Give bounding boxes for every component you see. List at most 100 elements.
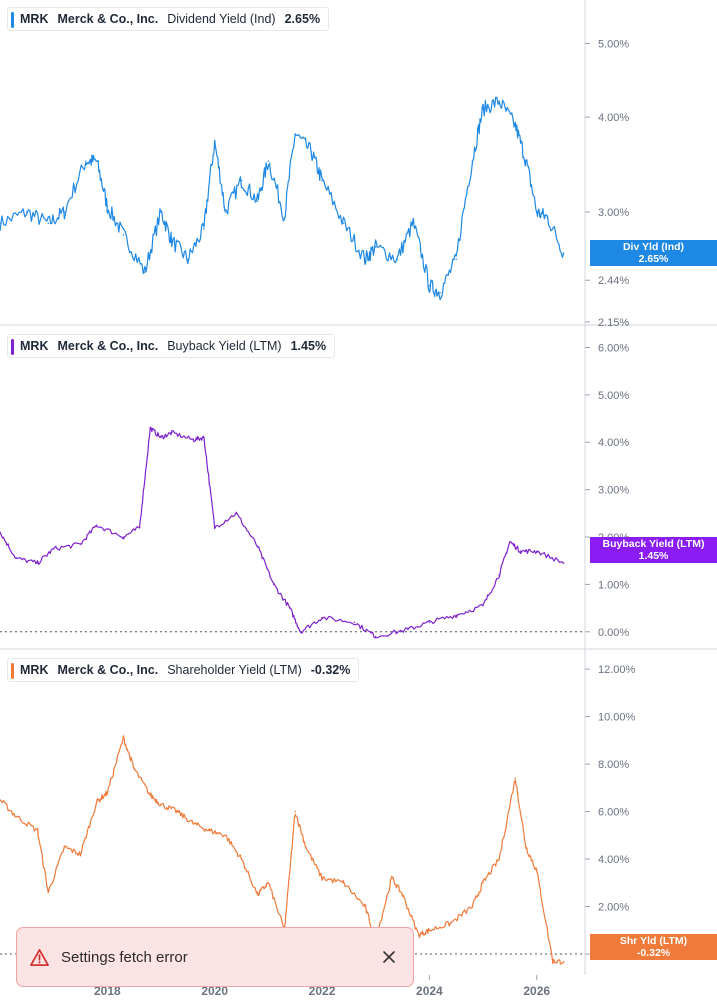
data-point xyxy=(203,436,205,439)
legend-company: Merck & Co., Inc. xyxy=(57,12,159,26)
last-value-tag-shareholder: Shr Yld (LTM) -0.32% xyxy=(590,934,717,960)
data-point xyxy=(170,239,173,242)
data-point xyxy=(498,100,500,102)
data-point xyxy=(407,628,409,631)
legend-buyback-yield[interactable]: MRK Merck & Co., Inc. Buyback Yield (LTM… xyxy=(7,334,336,358)
x-tick-label: 2020 xyxy=(201,984,228,998)
y-tick-label: 6.00% xyxy=(598,342,629,354)
data-point xyxy=(401,893,404,896)
tag-value: 1.45% xyxy=(638,550,669,562)
series-line xyxy=(0,426,564,639)
data-point xyxy=(321,616,323,619)
data-point xyxy=(546,216,549,219)
y-tick-label: 3.00% xyxy=(598,485,629,497)
data-point xyxy=(455,614,458,616)
data-point xyxy=(509,540,511,543)
data-point xyxy=(149,427,152,429)
data-point xyxy=(535,211,538,213)
data-point xyxy=(294,810,296,813)
data-point xyxy=(106,791,109,794)
data-point xyxy=(364,258,366,261)
legend-swatch xyxy=(11,339,14,355)
data-point xyxy=(535,550,538,553)
data-point xyxy=(47,891,50,894)
data-point xyxy=(417,934,420,936)
data-point xyxy=(0,222,1,225)
data-point xyxy=(498,858,500,860)
data-point xyxy=(256,893,259,896)
data-point xyxy=(187,258,189,261)
x-tick-label: 2026 xyxy=(523,984,550,998)
y-tick-label: 5.00% xyxy=(598,38,629,50)
data-point xyxy=(256,545,259,548)
y-tick-label: 0.00% xyxy=(598,627,629,639)
data-point xyxy=(15,815,17,818)
tag-value: 2.65% xyxy=(638,253,669,265)
y-tick-label: 4.00% xyxy=(598,112,629,124)
data-point xyxy=(160,436,162,439)
data-point xyxy=(122,737,125,739)
data-point xyxy=(310,151,313,153)
data-point xyxy=(85,160,87,162)
y-tick-label: 4.00% xyxy=(598,854,629,866)
toast-message: Settings fetch error xyxy=(61,948,188,966)
data-point xyxy=(267,160,270,162)
y-tick-label: 12.00% xyxy=(598,664,636,676)
data-point xyxy=(203,228,205,230)
x-tick-label: 2022 xyxy=(309,984,336,998)
data-point xyxy=(240,179,243,182)
legend-metric: Buyback Yield (LTM) xyxy=(167,339,282,353)
y-tick-label: 3.00% xyxy=(598,207,629,219)
legend-ticker: MRK xyxy=(20,12,49,26)
data-point xyxy=(122,536,125,538)
data-point xyxy=(122,234,125,236)
data-point xyxy=(321,179,323,182)
data-point xyxy=(63,211,66,213)
y-tick-label: 4.00% xyxy=(598,437,629,449)
data-point xyxy=(391,877,393,879)
legend-dividend-yield[interactable]: MRK Merck & Co., Inc. Dividend Yield (In… xyxy=(7,7,330,31)
data-point xyxy=(289,607,291,609)
data-point xyxy=(213,142,216,144)
data-point xyxy=(47,222,50,225)
data-point xyxy=(15,557,17,560)
data-point xyxy=(79,853,82,856)
data-point xyxy=(482,604,484,607)
data-point xyxy=(106,205,109,208)
data-point xyxy=(428,284,431,287)
legend-metric: Dividend Yield (Ind) xyxy=(167,12,276,26)
data-point xyxy=(176,810,178,813)
y-tick-label: 2.15% xyxy=(598,317,629,329)
data-point xyxy=(514,124,517,127)
data-point xyxy=(535,870,538,872)
data-point xyxy=(482,108,484,110)
close-icon[interactable] xyxy=(381,949,397,965)
data-point xyxy=(455,258,458,261)
error-toast: Settings fetch error xyxy=(16,927,414,987)
data-point xyxy=(144,271,146,274)
legend-value: -0.32% xyxy=(310,663,351,677)
legend-value: 2.65% xyxy=(284,12,321,26)
data-point xyxy=(52,548,55,550)
data-point xyxy=(514,777,517,780)
y-tick-label: 10.00% xyxy=(598,712,636,724)
data-point xyxy=(552,960,554,962)
data-point xyxy=(224,211,227,213)
data-point xyxy=(26,211,28,213)
y-tick-label: 2.00% xyxy=(598,902,629,914)
data-point xyxy=(224,834,227,837)
data-point xyxy=(450,922,452,924)
data-point xyxy=(396,258,398,261)
y-tick-label: 5.00% xyxy=(598,390,629,402)
y-tick-label: 2.44% xyxy=(598,275,629,287)
data-point xyxy=(95,160,98,162)
series-line xyxy=(0,96,565,301)
data-point xyxy=(562,960,565,963)
data-point xyxy=(149,794,152,796)
data-point xyxy=(235,512,237,515)
data-point xyxy=(294,133,296,135)
legend-shareholder-yield[interactable]: MRK Merck & Co., Inc. Shareholder Yield … xyxy=(7,658,360,682)
data-point xyxy=(439,291,441,294)
data-point xyxy=(412,222,415,225)
